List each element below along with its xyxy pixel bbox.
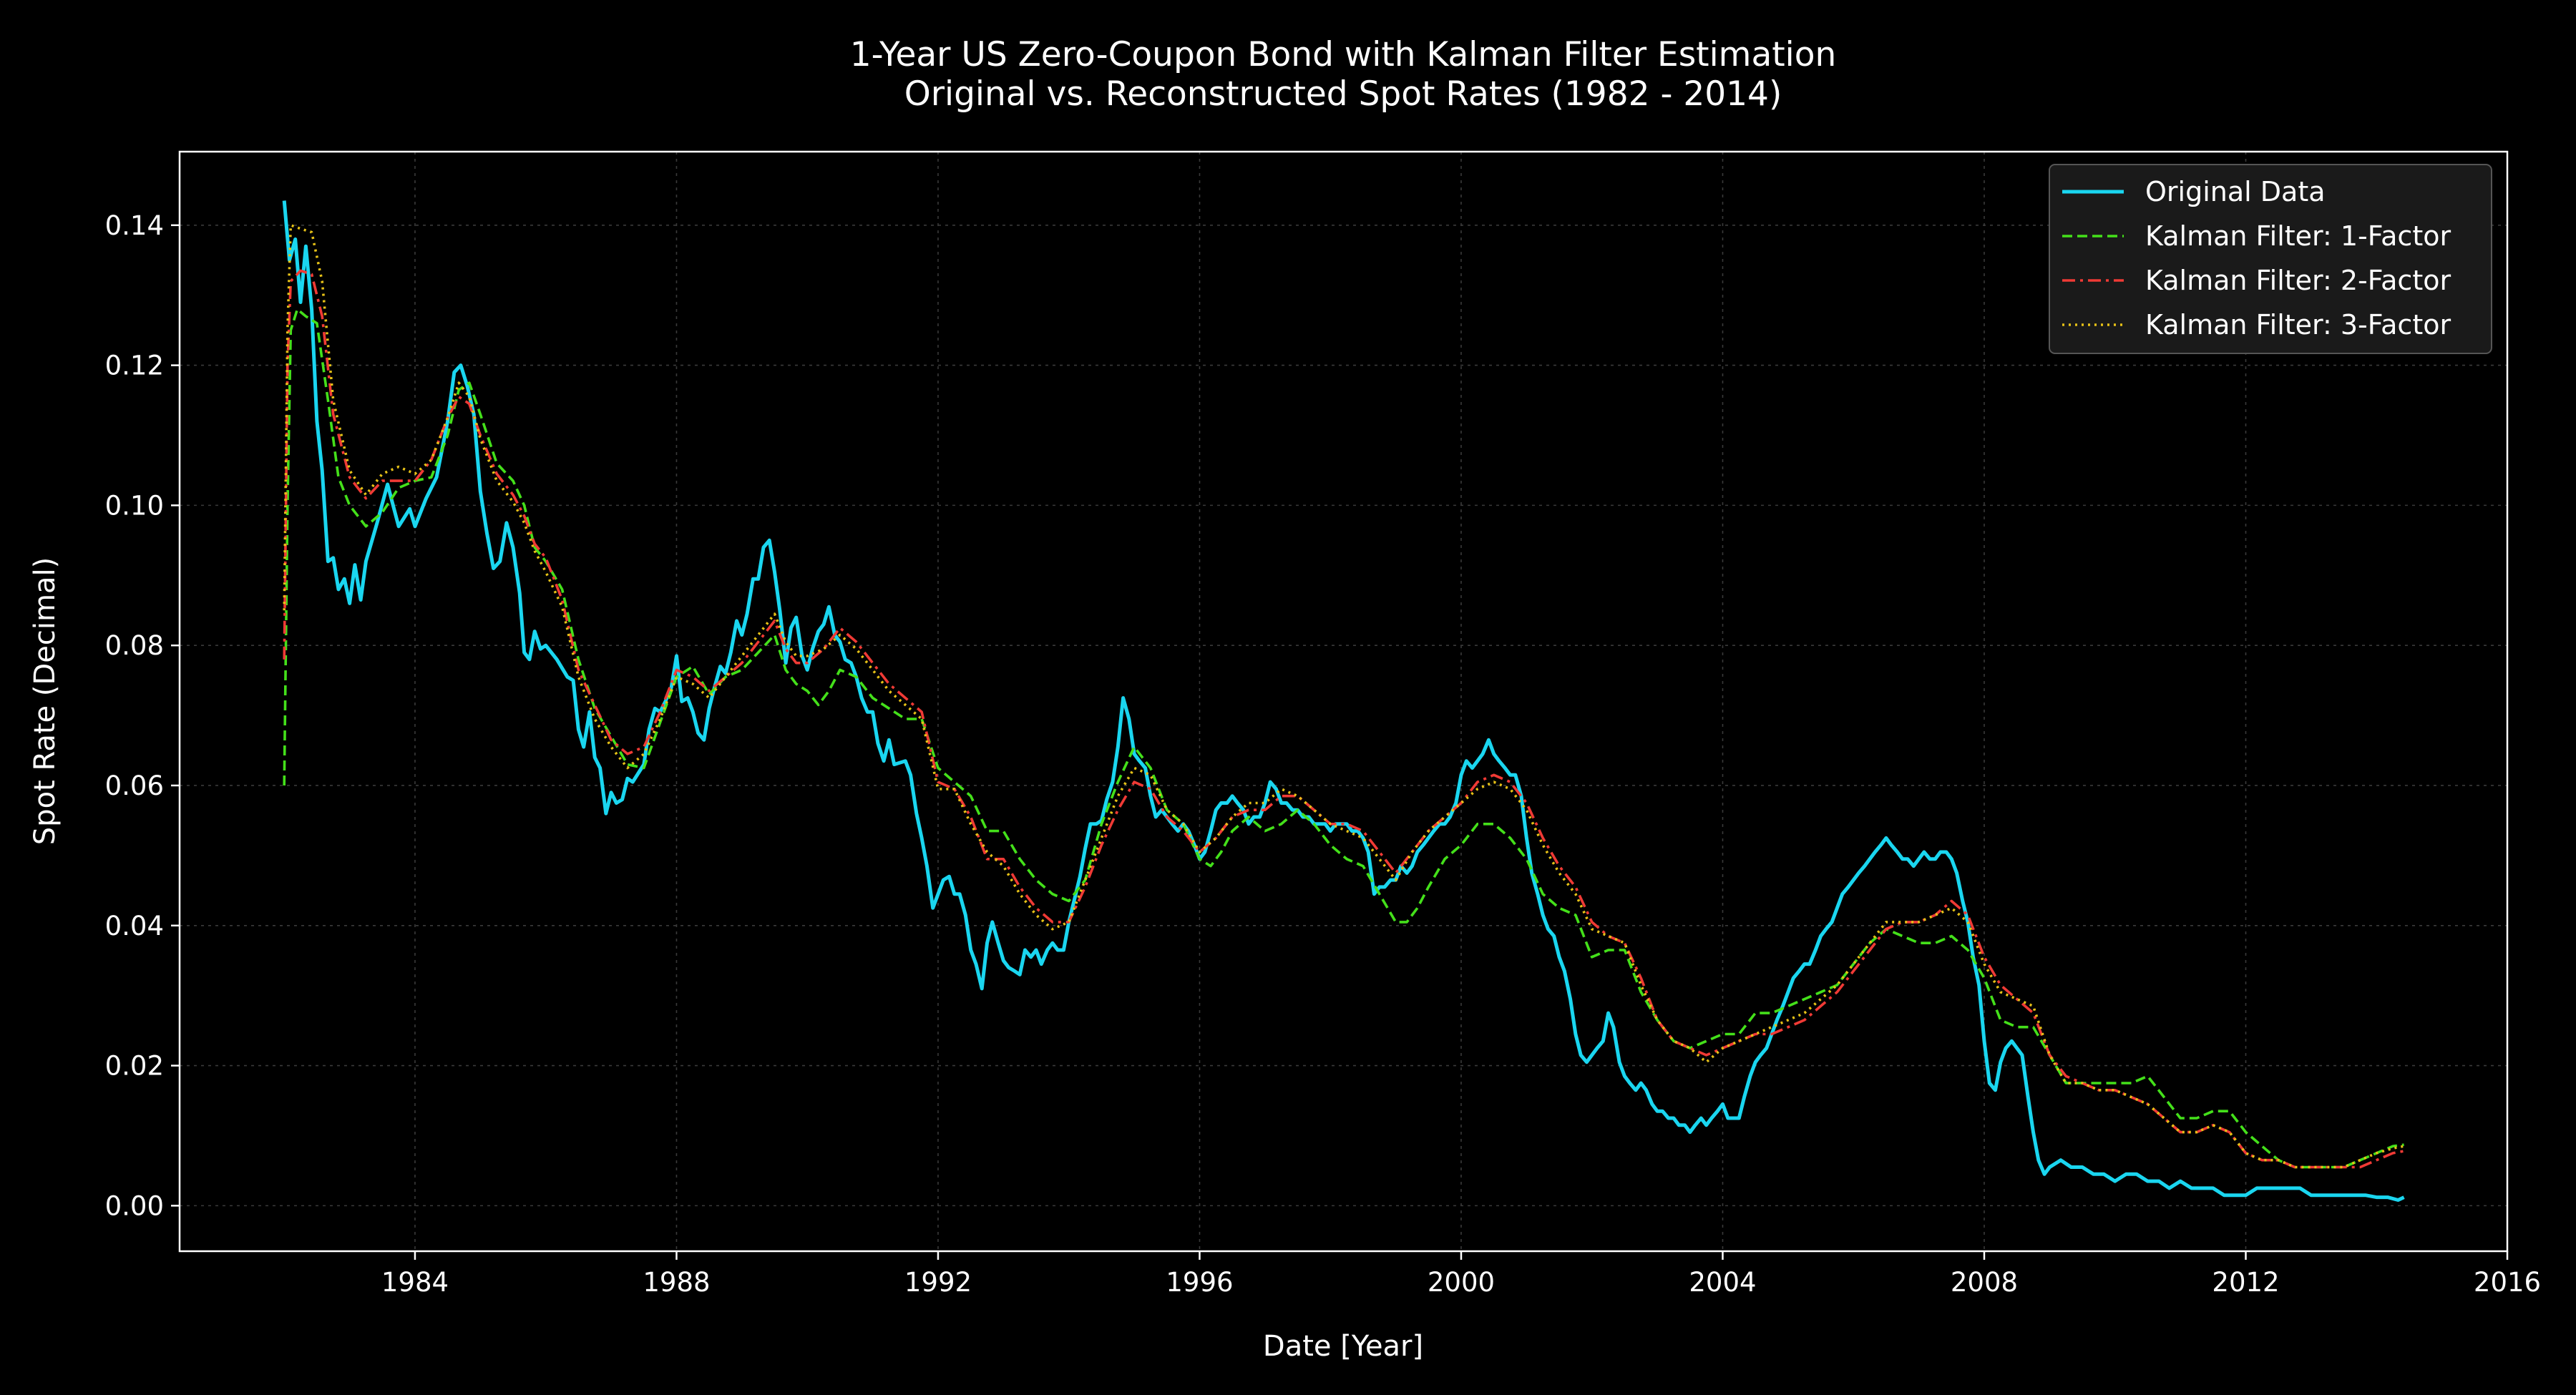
- plot-frame: [178, 150, 2509, 1253]
- series-line-1: [282, 200, 2405, 1202]
- x-tick-label: 1992: [904, 1267, 972, 1298]
- legend-box: [2049, 164, 2492, 354]
- chart-title: 1-Year US Zero-Coupon Bond with Kalman F…: [850, 35, 1837, 74]
- series-line-2: [283, 308, 2404, 1169]
- x-tick-label: 2004: [1689, 1267, 1756, 1298]
- legend-label: Kalman Filter: 1-Factor: [2145, 220, 2451, 252]
- y-tick-label: 0.12: [105, 351, 164, 381]
- x-tick-label: 1996: [1166, 1267, 1233, 1298]
- series-lines: [282, 200, 2405, 1202]
- x-tick-label: 1988: [643, 1267, 710, 1298]
- x-tick-label: 2008: [1951, 1267, 2018, 1298]
- y-tick-label: 0.08: [105, 630, 164, 661]
- y-tick-label: 0.02: [105, 1051, 164, 1082]
- chart-subtitle: Original vs. Reconstructed Spot Rates (1…: [904, 74, 1782, 114]
- series-line-4: [283, 224, 2404, 1169]
- legend-label: Kalman Filter: 2-Factor: [2145, 265, 2451, 296]
- y-tick-label: 0.14: [105, 210, 164, 241]
- x-axis-label: Date [Year]: [1263, 1330, 1423, 1363]
- y-tick-label: 0.04: [105, 911, 164, 941]
- y-tick-label: 0.00: [105, 1190, 164, 1221]
- x-tick-label: 2012: [2212, 1267, 2279, 1298]
- x-tick-label: 2000: [1428, 1267, 1495, 1298]
- x-tick-label: 2016: [2474, 1267, 2541, 1298]
- grid: [180, 152, 2507, 1251]
- y-tick-label: 0.10: [105, 490, 164, 521]
- y-tick-label: 0.06: [105, 770, 164, 801]
- x-tick-label: 1984: [381, 1267, 449, 1298]
- axis-ticks: 1984 1988 1992 1996 2000 2004 2008 2012 2016 0.00…: [105, 210, 2541, 1298]
- y-axis-label: Spot Rate (Decimal): [29, 557, 62, 845]
- legend: Original Data Kalman Filter: 1-Factor Kalm…: [2049, 164, 2492, 354]
- series-line-3: [283, 269, 2404, 1169]
- legend-label: Original Data: [2145, 176, 2326, 207]
- legend-label: Kalman Filter: 3-Factor: [2145, 309, 2451, 341]
